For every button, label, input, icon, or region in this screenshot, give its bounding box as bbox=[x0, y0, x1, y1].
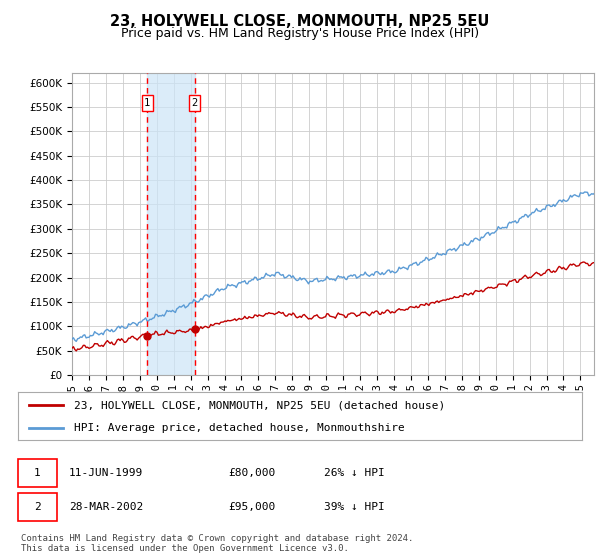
Text: 28-MAR-2002: 28-MAR-2002 bbox=[69, 502, 143, 512]
Text: 26% ↓ HPI: 26% ↓ HPI bbox=[324, 468, 385, 478]
Text: 1: 1 bbox=[144, 98, 151, 108]
Text: 2: 2 bbox=[34, 502, 41, 512]
Text: Price paid vs. HM Land Registry's House Price Index (HPI): Price paid vs. HM Land Registry's House … bbox=[121, 27, 479, 40]
Text: £80,000: £80,000 bbox=[228, 468, 275, 478]
Text: 2: 2 bbox=[191, 98, 197, 108]
Text: 1: 1 bbox=[34, 468, 41, 478]
Text: 23, HOLYWELL CLOSE, MONMOUTH, NP25 5EU (detached house): 23, HOLYWELL CLOSE, MONMOUTH, NP25 5EU (… bbox=[74, 400, 446, 410]
Text: Contains HM Land Registry data © Crown copyright and database right 2024.
This d: Contains HM Land Registry data © Crown c… bbox=[21, 534, 413, 553]
Text: HPI: Average price, detached house, Monmouthshire: HPI: Average price, detached house, Monm… bbox=[74, 423, 405, 433]
Text: 11-JUN-1999: 11-JUN-1999 bbox=[69, 468, 143, 478]
Text: 39% ↓ HPI: 39% ↓ HPI bbox=[324, 502, 385, 512]
Text: 23, HOLYWELL CLOSE, MONMOUTH, NP25 5EU: 23, HOLYWELL CLOSE, MONMOUTH, NP25 5EU bbox=[110, 14, 490, 29]
Text: £95,000: £95,000 bbox=[228, 502, 275, 512]
Bar bbox=[147, 73, 194, 375]
